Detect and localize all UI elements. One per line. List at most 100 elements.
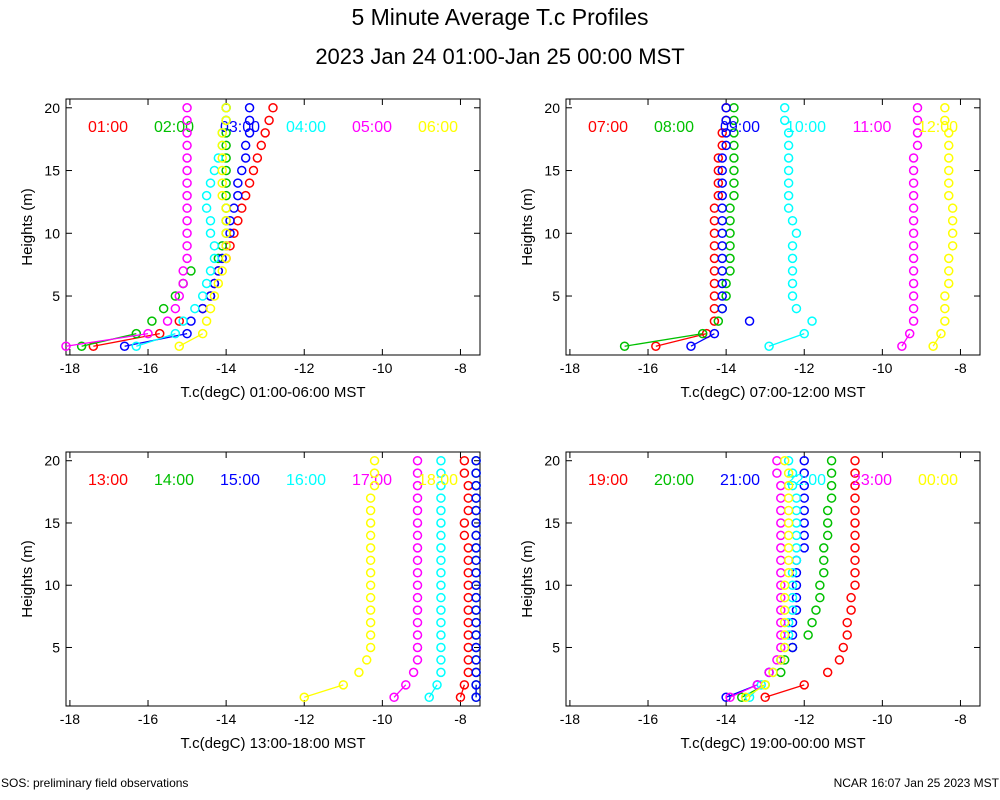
data-point	[791, 505, 802, 516]
data-point	[944, 128, 954, 138]
data-point	[764, 341, 774, 351]
series-1800	[299, 455, 380, 703]
data-point	[201, 190, 212, 201]
x-tick-label: -10	[372, 711, 392, 727]
data-point	[713, 153, 724, 163]
data-point	[783, 203, 794, 213]
data-point	[721, 278, 731, 289]
data-point	[822, 667, 833, 678]
data-point	[412, 642, 423, 653]
data-point	[787, 253, 798, 264]
data-point	[463, 592, 474, 603]
data-point	[725, 215, 735, 226]
data-point	[944, 278, 954, 289]
data-point	[471, 543, 481, 553]
data-point	[209, 165, 220, 176]
y-axis-label: Heights (m)	[19, 188, 36, 266]
data-point	[721, 115, 731, 126]
data-point	[850, 568, 860, 578]
data-point	[744, 692, 755, 703]
legend-entry: 15:00	[220, 472, 260, 489]
y-tick-label: 10	[44, 225, 60, 241]
x-tick-label: -10	[872, 360, 892, 376]
data-point	[725, 266, 735, 276]
data-point	[186, 266, 196, 276]
data-point	[162, 316, 173, 326]
data-point	[463, 480, 474, 491]
data-point	[697, 328, 708, 339]
data-point	[776, 605, 786, 615]
data-point	[713, 165, 724, 176]
data-point	[213, 153, 224, 163]
series-2300	[725, 455, 786, 703]
data-point	[779, 617, 790, 628]
data-point	[369, 455, 380, 466]
data-point	[436, 518, 446, 528]
x-tick-label: -10	[872, 711, 892, 727]
legend-entry: 14:00	[154, 472, 194, 489]
data-point	[725, 692, 735, 703]
data-point	[244, 103, 255, 113]
data-point	[412, 605, 423, 615]
legend-entry: 21:00	[720, 472, 760, 489]
data-point	[471, 480, 481, 491]
data-point	[412, 518, 423, 528]
data-point	[143, 328, 153, 339]
data-point	[412, 505, 423, 516]
series-segment	[768, 333, 805, 347]
chart-title: 5 Minute Average T.c Profiles	[351, 4, 649, 30]
data-point	[776, 630, 786, 640]
data-point	[944, 153, 954, 163]
data-point	[709, 303, 720, 314]
series-0500	[61, 103, 192, 351]
data-point	[807, 617, 817, 628]
data-point	[436, 530, 446, 541]
x-tick-label: -14	[716, 711, 736, 727]
data-point	[811, 605, 821, 615]
data-point	[908, 278, 919, 289]
data-point	[783, 455, 794, 466]
data-point	[776, 480, 786, 491]
data-point	[799, 328, 809, 339]
data-point	[717, 153, 727, 163]
data-point	[944, 165, 954, 176]
panel-3: -18 -16 -14 -12 -10 -8 5 10 15 20 T.c(degC) 13:00-…	[19, 451, 481, 752]
data-point	[803, 630, 813, 640]
data-point	[182, 103, 192, 113]
data-point	[709, 228, 720, 239]
data-point	[799, 680, 809, 690]
data-point	[799, 468, 809, 478]
data-point	[717, 241, 727, 251]
data-point	[401, 680, 411, 690]
data-point	[217, 128, 227, 138]
data-point	[365, 630, 376, 640]
data-point	[365, 605, 376, 615]
data-point	[717, 303, 727, 314]
data-point	[791, 592, 802, 603]
data-point	[365, 493, 376, 503]
data-point	[209, 253, 220, 264]
data-point	[940, 303, 950, 314]
data-point	[783, 505, 794, 516]
data-point	[209, 291, 220, 301]
data-point	[799, 530, 809, 541]
data-point	[233, 215, 243, 226]
data-point	[787, 468, 798, 478]
legend-entry: 01:00	[88, 119, 128, 136]
x-tick-label: -12	[294, 711, 314, 727]
data-point	[131, 341, 142, 351]
data-point	[463, 617, 474, 628]
legend-entry: 04:00	[286, 119, 326, 136]
data-point	[61, 341, 71, 351]
data-point	[365, 530, 376, 541]
data-point	[815, 592, 825, 603]
y-tick-label: 10	[544, 225, 560, 241]
data-point	[463, 630, 474, 640]
series-0200	[76, 103, 231, 351]
data-point	[815, 580, 825, 590]
data-point	[471, 692, 481, 703]
data-point	[776, 617, 786, 628]
data-point	[908, 316, 919, 326]
data-point	[729, 140, 739, 151]
series-segment	[655, 333, 707, 347]
